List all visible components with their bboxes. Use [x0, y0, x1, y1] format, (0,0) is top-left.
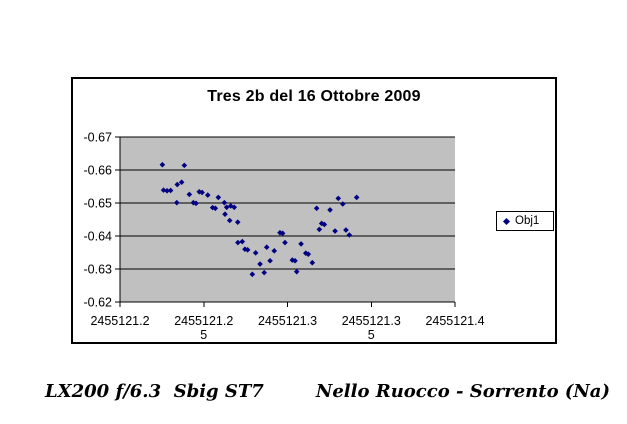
data-point — [204, 192, 211, 198]
data-point — [252, 250, 259, 256]
y-tick-label: -0.62 — [84, 296, 113, 310]
caption-equipment: LX200 f/6.3 Sbig ST7 — [45, 381, 264, 402]
y-tick-label: -0.63 — [84, 263, 113, 277]
legend: Obj1 — [496, 211, 554, 231]
data-point — [298, 241, 304, 247]
data-point — [277, 229, 283, 236]
data-point — [289, 257, 296, 263]
data-point — [332, 228, 338, 234]
data-point — [223, 204, 230, 211]
chart-frame: Tres 2b del 16 Ottobre 2009 -0.67 -0.66 -0… — [71, 77, 557, 344]
caption-author: Nello Ruocco - Sorrento (Na) — [315, 381, 610, 402]
plot-area: -0.67 -0.66 -0.65 -0.64 -0.63 -0.62 2455121.2 2… — [84, 131, 485, 343]
data-point — [226, 217, 233, 224]
data-point — [321, 221, 328, 228]
data-point — [293, 268, 300, 275]
y-tick-label: -0.64 — [84, 230, 113, 244]
data-point — [305, 251, 312, 257]
data-point — [335, 195, 342, 202]
data-point — [261, 269, 268, 276]
x-tick-label: 2455121.3 — [342, 314, 401, 328]
data-point — [244, 247, 251, 253]
data-point — [292, 257, 298, 264]
data-point — [242, 246, 248, 252]
x-tick-label: 2455121.2 — [174, 314, 233, 328]
y-tick-label: -0.66 — [84, 164, 113, 178]
data-point — [309, 259, 316, 266]
data-point — [267, 257, 273, 264]
data-point — [234, 219, 241, 225]
data-point — [263, 244, 270, 251]
data-point — [327, 207, 333, 213]
data-point — [279, 230, 286, 237]
data-point — [196, 188, 203, 195]
data-point — [159, 161, 166, 168]
data-point — [249, 271, 256, 278]
y-tick-label: -0.67 — [84, 131, 113, 145]
x-tick-label: 2455121.4 — [425, 314, 484, 328]
data-point — [343, 227, 349, 233]
legend-diamond-icon — [502, 217, 511, 225]
y-tick-label: -0.65 — [84, 197, 113, 211]
legend-label: Obj1 — [515, 215, 540, 227]
data-point — [346, 232, 353, 238]
data-point — [231, 204, 238, 211]
x-tick-label: 2455121.2 — [90, 314, 149, 328]
chart-title: Tres 2b del 16 Ottobre 2009 — [207, 88, 421, 105]
data-point — [318, 220, 325, 227]
plot-background — [120, 137, 455, 302]
data-point — [257, 261, 263, 267]
x-tick-label: 5 — [368, 328, 375, 342]
data-point — [222, 211, 228, 218]
data-point — [239, 238, 246, 245]
x-tick-label: 5 — [200, 328, 207, 342]
data-point — [282, 239, 288, 246]
x-tick-label: 2455121.3 — [258, 314, 317, 328]
data-point — [271, 248, 278, 254]
data-point — [316, 226, 323, 233]
data-point — [212, 205, 219, 212]
data-point — [313, 205, 320, 212]
data-point — [235, 239, 241, 246]
